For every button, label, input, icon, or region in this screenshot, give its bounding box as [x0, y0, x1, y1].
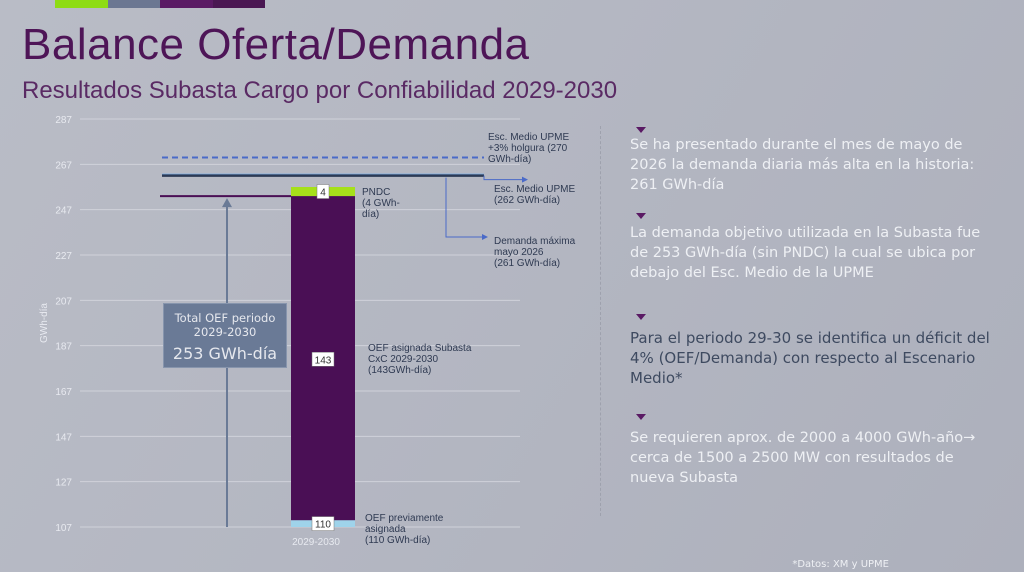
- note-text: Se ha presentado durante el mes de mayo …: [630, 137, 975, 193]
- y-tick-label: 187: [55, 342, 72, 353]
- note-text: Para el periodo 29-30 se identifica un d…: [630, 329, 990, 387]
- page-title: Balance Oferta/Demanda: [22, 20, 530, 69]
- footnote: *Datos: XM y UPME: [792, 559, 889, 570]
- y-tick-label: 147: [55, 432, 72, 443]
- annotation-prev: OEF previamente: [365, 513, 444, 524]
- annotation-demanda: mayo 2026: [494, 247, 544, 258]
- accent-bar-slate: [107, 0, 160, 8]
- accent-bar-dark-purple: [212, 0, 265, 8]
- note-text: La demanda objetivo utilizada en la Suba…: [630, 225, 981, 281]
- total-label-line-2: 2029-2030: [193, 325, 257, 339]
- annotation-demanda: Demanda máxima: [494, 236, 576, 247]
- annotation-holgura: +3% holgura (270: [488, 143, 568, 154]
- bullet-triangle-icon: [636, 314, 646, 320]
- total-label-line-1: Total OEF periodo: [174, 311, 276, 325]
- annotation-pndc: día): [362, 209, 379, 220]
- escmedio-arrow-head-icon: [522, 176, 528, 183]
- balance-chart: 107 127 147 167 187 207 227 247 267 287 GWh-día 110…: [39, 115, 576, 548]
- bullet-triangle-icon: [636, 414, 646, 420]
- total-arrow-head-icon: [222, 198, 232, 208]
- annotation-holgura: GWh-día): [488, 154, 531, 165]
- y-axis-label: GWh-día: [39, 303, 50, 343]
- bar-value-label-main: 143: [315, 355, 332, 366]
- page-subtitle: Resultados Subasta Cargo por Confiabilid…: [22, 77, 618, 104]
- bullet-triangle-icon: [636, 127, 646, 133]
- accent-color-bars: [55, 0, 265, 8]
- annotation-escmedio: Esc. Medio UPME: [494, 184, 575, 195]
- y-tick-label: 227: [55, 251, 72, 262]
- bar-value-box-pndc: [316, 184, 330, 199]
- bullet-triangle-icon: [636, 213, 646, 219]
- annotation-pndc: (4 GWh-: [362, 198, 400, 209]
- y-tick-label: 207: [55, 296, 72, 307]
- y-tick-label: 127: [55, 478, 72, 489]
- annotation-main: (143GWh-día): [368, 365, 431, 376]
- bar-value-box-main: [311, 352, 335, 367]
- bar-value-label-prev: 110: [315, 520, 331, 531]
- annotation-prev: (110 GWh-día): [365, 535, 430, 546]
- annotation-main: OEF asignada Subasta: [368, 343, 472, 354]
- bar-value-box-prev: [311, 516, 335, 531]
- accent-bar-purple: [160, 0, 213, 8]
- demanda-arrow-line: [445, 177, 486, 238]
- annotation-holgura: Esc. Medio UPME: [488, 132, 569, 143]
- total-value: 253 GWh-día: [172, 344, 278, 363]
- x-tick-label: 2029-2030: [292, 537, 340, 548]
- y-tick-label: 247: [55, 206, 72, 217]
- annotation-prev: asignada: [365, 524, 406, 535]
- section-divider: [600, 126, 601, 516]
- bar-value-label-pndc: 4: [320, 188, 326, 199]
- y-tick-label: 107: [55, 523, 72, 534]
- note-text: Se requieren aprox. de 2000 a 4000 GWh-a…: [630, 430, 976, 486]
- annotation-main: CxC 2029-2030: [368, 354, 438, 365]
- annotation-pndc: PNDC: [362, 187, 390, 198]
- y-tick-label: 167: [55, 387, 72, 398]
- total-oef-box: Total OEF periodo 2029-2030 253 GWh-día: [163, 303, 287, 368]
- annotation-escmedio: (262 GWh-día): [494, 195, 560, 206]
- accent-bar-green: [55, 0, 108, 8]
- demanda-arrow-head-icon: [482, 234, 488, 240]
- y-tick-label: 267: [55, 160, 72, 171]
- escmedio-arrow-line: [483, 175, 526, 181]
- annotation-demanda: (261 GWh-día): [494, 258, 560, 269]
- y-tick-label: 287: [55, 115, 72, 126]
